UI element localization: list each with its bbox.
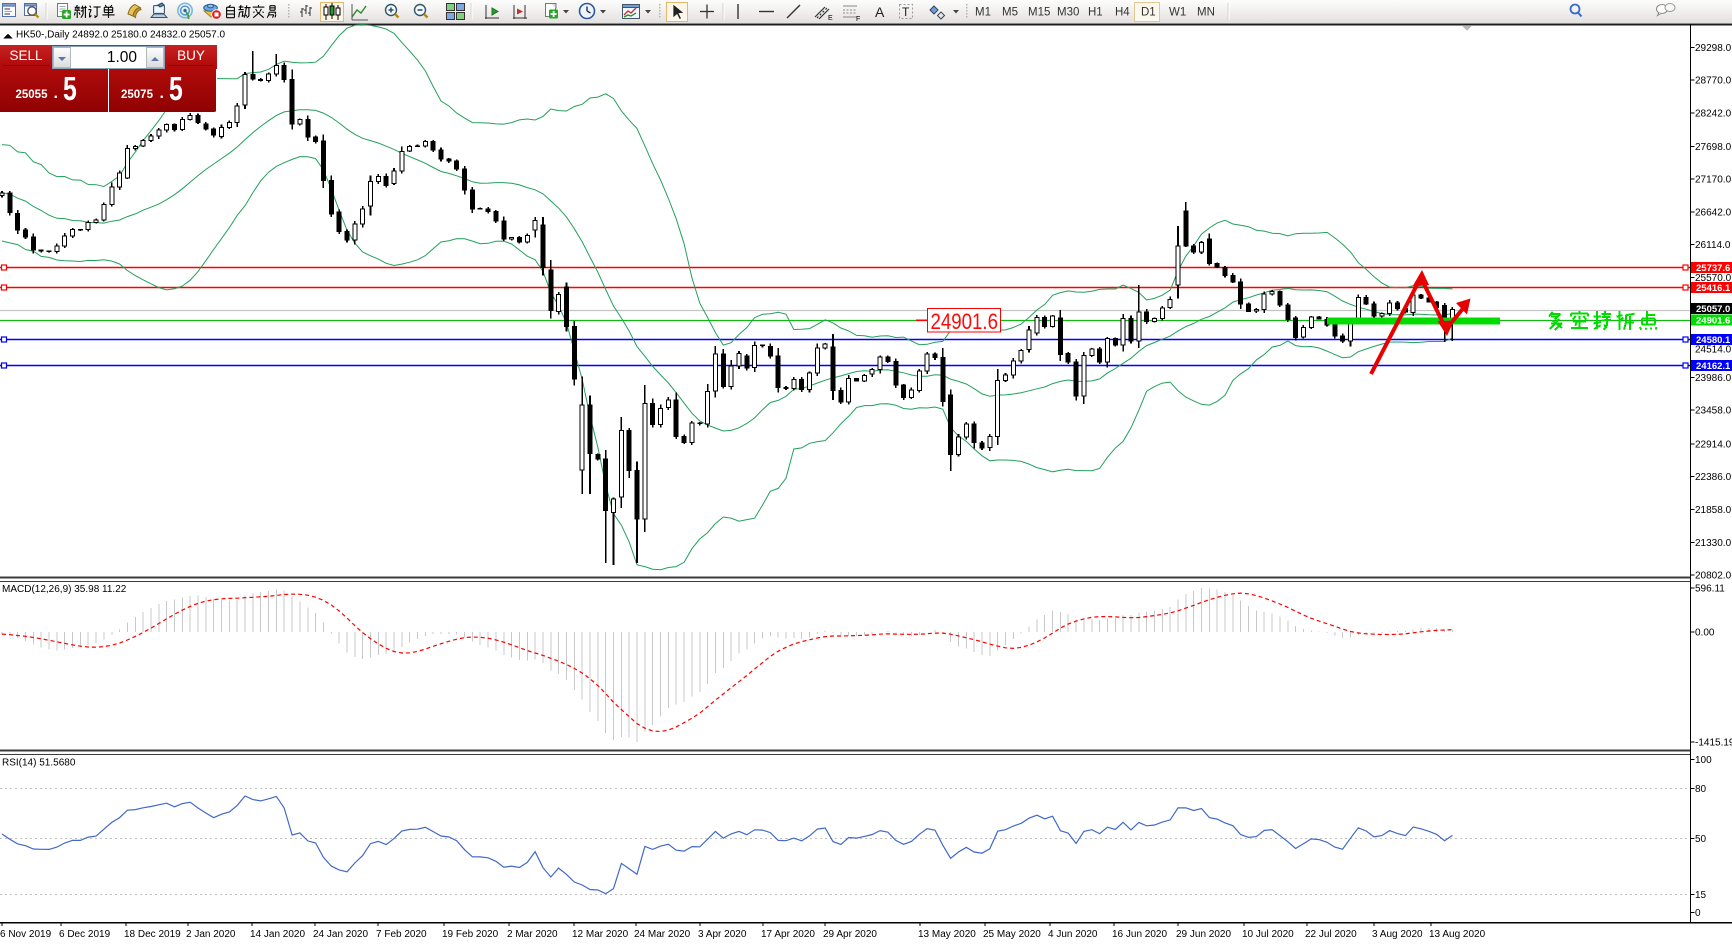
svg-text:A: A [875,4,885,20]
svg-text:22914.0: 22914.0 [1695,439,1732,450]
svg-text:29 Apr 2020: 29 Apr 2020 [823,929,877,940]
svg-text:23458.0: 23458.0 [1695,406,1732,417]
svg-text:M15: M15 [1028,7,1050,19]
svg-text:7 Feb 2020: 7 Feb 2020 [376,929,427,940]
svg-text:18 Dec 2019: 18 Dec 2019 [124,929,181,940]
svg-text:M1: M1 [975,7,991,19]
svg-text:25416.1: 25416.1 [1696,283,1731,294]
svg-text:24580.1: 24580.1 [1696,335,1731,346]
svg-text:26114.0: 26114.0 [1695,240,1731,251]
svg-text:28242.0: 28242.0 [1695,109,1732,120]
svg-text:24 Jan 2020: 24 Jan 2020 [313,929,368,940]
svg-text:2 Jan 2020: 2 Jan 2020 [186,929,236,940]
svg-text:M30: M30 [1057,7,1079,19]
svg-text:14 Jan 2020: 14 Jan 2020 [250,929,305,940]
svg-text:E: E [828,15,833,22]
svg-text:24162.1: 24162.1 [1696,361,1731,372]
svg-text:W1: W1 [1169,7,1186,19]
svg-text:24 Mar 2020: 24 Mar 2020 [634,929,691,940]
svg-text:27170.0: 27170.0 [1695,174,1732,185]
svg-text:2 Mar 2020: 2 Mar 2020 [507,929,558,940]
svg-text:3 Apr 2020: 3 Apr 2020 [698,929,747,940]
svg-text:0: 0 [1695,908,1701,919]
svg-text:RSI(14) 51.5680: RSI(14) 51.5680 [2,758,76,769]
svg-text:100: 100 [1695,755,1712,766]
svg-text:0.00: 0.00 [1695,628,1715,639]
svg-text:50: 50 [1695,834,1707,845]
svg-text:MN: MN [1197,7,1215,19]
svg-text:20802.0: 20802.0 [1695,571,1732,582]
svg-text:24901.6: 24901.6 [1696,316,1730,327]
svg-text:3 Aug 2020: 3 Aug 2020 [1372,929,1423,940]
svg-text:M5: M5 [1002,7,1018,19]
svg-text:25570.0: 25570.0 [1695,273,1732,284]
svg-text:25 May 2020: 25 May 2020 [983,929,1041,940]
svg-text:4 Jun 2020: 4 Jun 2020 [1048,929,1098,940]
svg-text:13 May 2020: 13 May 2020 [918,929,976,940]
svg-text:12 Mar 2020: 12 Mar 2020 [572,929,629,940]
svg-text:22386.0: 22386.0 [1695,472,1732,483]
svg-text:15: 15 [1695,890,1707,901]
svg-text:MACD(12,26,9) 35.98 11.22: MACD(12,26,9) 35.98 11.22 [2,584,127,595]
svg-text:6 Nov 2019: 6 Nov 2019 [0,929,52,940]
svg-text:D1: D1 [1141,7,1156,19]
svg-text:22 Jul 2020: 22 Jul 2020 [1305,929,1357,940]
svg-text:25057.0: 25057.0 [1696,304,1730,315]
svg-text:-1415.19: -1415.19 [1695,738,1732,749]
svg-text:24514.0: 24514.0 [1695,345,1732,356]
svg-text:28770.0: 28770.0 [1695,76,1732,87]
svg-text:26642.0: 26642.0 [1695,208,1732,219]
svg-text:21858.0: 21858.0 [1695,505,1732,516]
svg-text:27698.0: 27698.0 [1695,142,1732,153]
svg-text:17 Apr 2020: 17 Apr 2020 [761,929,815,940]
svg-text:80: 80 [1695,784,1707,795]
svg-text:6 Dec 2019: 6 Dec 2019 [59,929,111,940]
svg-text:10 Jul 2020: 10 Jul 2020 [1242,929,1294,940]
svg-text:29 Jun 2020: 29 Jun 2020 [1176,929,1231,940]
svg-text:H1: H1 [1088,7,1103,19]
svg-text:21330.0: 21330.0 [1695,538,1732,549]
svg-text:H4: H4 [1115,7,1130,19]
svg-text:16 Jun 2020: 16 Jun 2020 [1112,929,1167,940]
svg-text:24901.6: 24901.6 [931,309,999,334]
svg-text:13 Aug 2020: 13 Aug 2020 [1429,929,1486,940]
svg-text:T: T [902,5,910,19]
svg-text:29298.0: 29298.0 [1695,43,1732,54]
svg-text:F: F [856,16,860,23]
svg-text:HK50-,Daily 24892.0 25180.0 2: HK50-,Daily 24892.0 25180.0 24832.0 2505… [16,30,225,41]
svg-text:19 Feb 2020: 19 Feb 2020 [442,929,499,940]
svg-text:23986.0: 23986.0 [1695,373,1732,384]
svg-text:596.11: 596.11 [1695,583,1725,594]
svg-text:25737.6: 25737.6 [1696,263,1730,274]
